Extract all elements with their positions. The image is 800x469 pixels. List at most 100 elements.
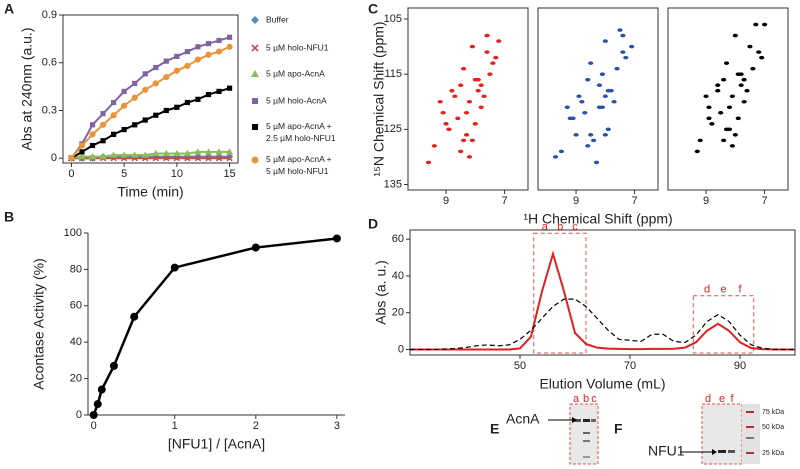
marker [130,312,139,321]
peak [620,33,626,38]
peak [596,83,603,88]
fraction-box [692,295,755,354]
marker [174,53,180,59]
marker [99,153,107,160]
marker [163,58,169,64]
peak [729,144,735,148]
ladder-label: 25 kDa [762,450,784,457]
x-axis-label: Elution Volume (mL) [539,376,665,392]
marker [99,121,107,128]
peak [576,94,582,99]
marker [251,16,259,24]
marker [132,122,138,128]
marker [252,124,258,130]
x-tick-label: 7 [762,195,768,207]
peak [744,88,750,93]
lane-label: f [730,393,734,405]
panel-letter: F [614,421,623,437]
peak [558,149,565,154]
peak [741,99,747,104]
marker [142,117,148,123]
marker [225,148,234,155]
gel-e [548,403,599,465]
x-axis-label: [NFU1] / [AcnA] [168,436,265,452]
peak [490,61,496,65]
series-line [92,237,338,416]
marker [184,155,191,162]
lane-label: a [573,393,580,405]
peak [614,66,620,71]
y-tick-label: 0.6 [42,57,57,69]
marker [226,34,233,40]
lane-label: e [719,393,725,405]
peak [443,122,449,126]
marker [93,400,102,409]
lane-label: d [705,393,711,405]
x-tick-label: 50 [514,360,526,372]
peak [446,127,452,132]
y-tick-label: 0 [76,409,82,421]
marker [100,138,106,144]
marker [97,385,106,394]
marker [170,263,179,272]
marker [131,94,138,101]
marker [142,71,148,77]
marker [251,70,259,77]
y-tick-label: 115 [384,68,402,80]
marker [153,64,159,71]
marker [194,155,202,162]
marker [152,149,160,157]
peak [617,28,623,32]
marker [251,243,260,252]
marker [194,148,202,155]
legend-label: Buffer [266,14,289,24]
marker [89,122,96,128]
marker [162,149,170,157]
legend-line: 2.5 µM holo-NFU1 [266,133,336,143]
marker [215,148,223,155]
peak [585,77,591,82]
y-axis-label: ¹⁵N Chemical Shift (ppm) [371,21,387,176]
peak [726,105,733,110]
peak [484,50,490,54]
y-tick-label: 0.9 [42,9,57,21]
marker [174,104,180,110]
peak [588,133,594,137]
peak [585,144,591,148]
peak [449,88,455,93]
peak [694,149,700,154]
peak [596,105,603,110]
y-tick-label: 0 [51,152,57,164]
marker [173,67,180,74]
x-tick-label: 15 [223,168,235,180]
peak [593,160,600,165]
peak [564,105,570,110]
marker [120,151,128,158]
peak [579,99,585,104]
series-line [70,87,230,160]
series-line [71,150,230,160]
peak [591,138,597,143]
peak [458,83,464,88]
marker [121,126,127,133]
peak [463,110,470,115]
peak [599,72,605,76]
marker [216,88,222,94]
peak [461,138,467,143]
legend-label: 5 µM apo-AcnA [266,68,325,78]
peak [715,83,721,88]
peak [466,155,473,159]
marker [110,112,117,119]
marker [184,62,191,70]
marker [89,142,96,149]
x-tick-label: 9 [573,195,579,207]
marker [132,80,138,87]
peak [756,50,762,54]
marker [251,156,259,164]
x-axis-label: Time (min) [117,184,183,200]
panel-letter: D [368,216,378,232]
peak [463,133,470,137]
peak [753,22,759,27]
marker [252,98,258,104]
marker [163,73,170,81]
